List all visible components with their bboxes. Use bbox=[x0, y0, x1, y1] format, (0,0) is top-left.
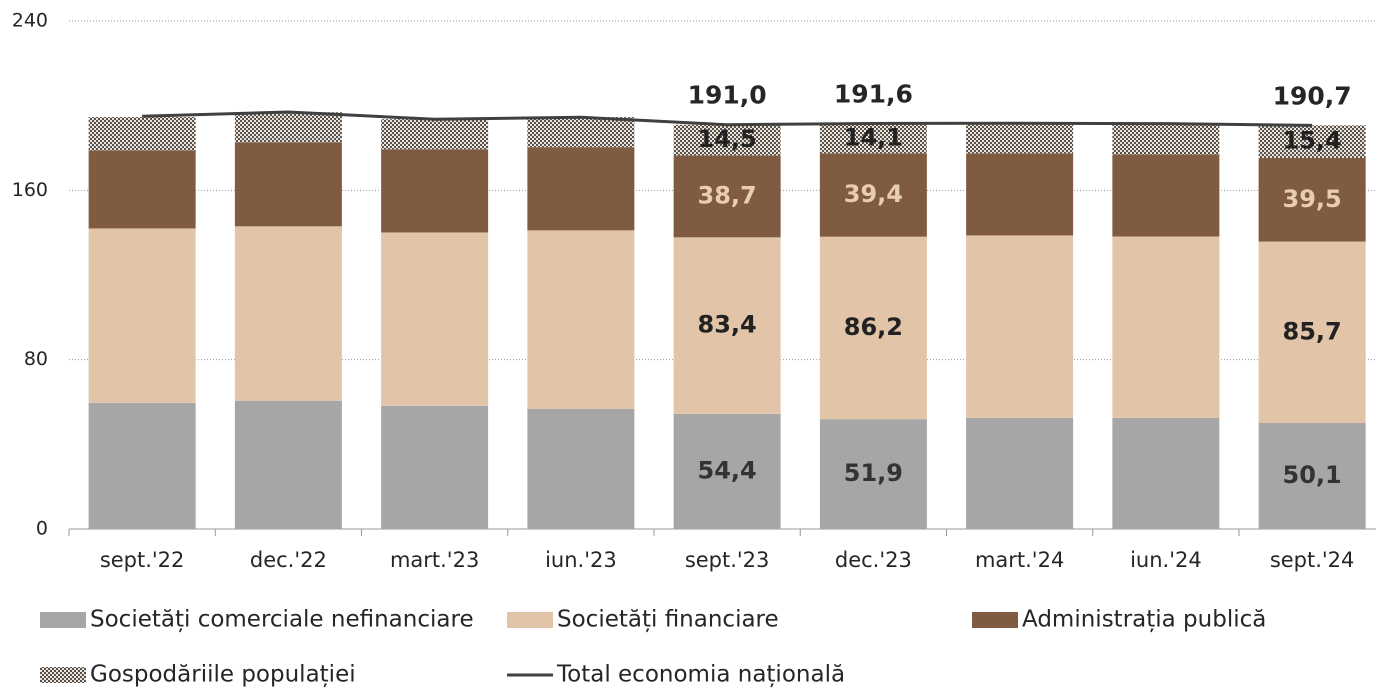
value-label: 14,5 bbox=[698, 125, 757, 153]
total-line bbox=[142, 110, 1313, 127]
value-label: 14,1 bbox=[844, 123, 903, 151]
value-label: 39,4 bbox=[844, 180, 903, 208]
bar-segment bbox=[673, 237, 781, 414]
bar-segment bbox=[234, 112, 342, 143]
x-tick-label: iun.'24 bbox=[1130, 548, 1202, 572]
bar-segment bbox=[88, 150, 196, 229]
bar-segment bbox=[381, 119, 489, 150]
bar-segment bbox=[1112, 154, 1220, 237]
y-tick-label: 0 bbox=[36, 518, 48, 540]
value-label: 15,4 bbox=[1283, 127, 1342, 155]
bar-segment bbox=[1258, 157, 1366, 242]
legend-label: Administrația publică bbox=[1022, 607, 1266, 633]
value-label: 38,7 bbox=[698, 181, 757, 209]
bar-segment bbox=[88, 402, 196, 529]
x-tick-label: sept.'22 bbox=[100, 548, 185, 572]
bar-segment bbox=[966, 235, 1074, 418]
bar-segment bbox=[527, 230, 635, 409]
bar-segment bbox=[234, 142, 342, 227]
total-label: 191,0 bbox=[688, 81, 767, 110]
bar-segment bbox=[527, 408, 635, 529]
total-label: 191,6 bbox=[834, 79, 913, 108]
x-tick-label: mart.'23 bbox=[390, 548, 479, 572]
x-tick-label: dec.'22 bbox=[250, 548, 327, 572]
value-label: 83,4 bbox=[698, 311, 757, 339]
value-label: 51,9 bbox=[844, 459, 903, 487]
bar-segment bbox=[819, 123, 927, 154]
bar-segment bbox=[1112, 417, 1220, 529]
bar-segment bbox=[819, 153, 927, 237]
bar-segment bbox=[673, 413, 781, 529]
bar-segment bbox=[88, 117, 196, 151]
bar-segment bbox=[673, 155, 781, 238]
bar-segment bbox=[1258, 241, 1366, 423]
y-tick-label: 160 bbox=[12, 179, 48, 201]
bar-segment bbox=[527, 147, 635, 231]
bar-segment bbox=[1258, 125, 1366, 158]
bar-segment bbox=[381, 405, 489, 529]
value-label: 50,1 bbox=[1283, 461, 1342, 489]
y-tick-label: 240 bbox=[12, 10, 48, 32]
value-label: 54,4 bbox=[698, 456, 757, 484]
bar-segment bbox=[381, 149, 489, 233]
legend-swatch bbox=[972, 612, 1018, 628]
x-tick-label: iun.'23 bbox=[545, 548, 617, 572]
bar-segment bbox=[527, 117, 635, 148]
legend-label: Gospodăriile populației bbox=[90, 662, 356, 688]
legend-label: Total economia națională bbox=[556, 662, 845, 688]
bar-segment bbox=[819, 419, 927, 529]
bar-segment bbox=[966, 123, 1074, 154]
bar-segment bbox=[1112, 236, 1220, 418]
legend-swatch bbox=[507, 612, 553, 628]
x-tick-label: dec.'23 bbox=[835, 548, 912, 572]
bar-segment bbox=[966, 153, 1074, 236]
bar-segment bbox=[88, 228, 196, 403]
x-tick-label: sept.'24 bbox=[1270, 548, 1355, 572]
value-label: 86,2 bbox=[844, 313, 903, 341]
bar-segment bbox=[673, 124, 781, 156]
bar-segment bbox=[1258, 422, 1366, 529]
bar-segment bbox=[966, 417, 1074, 529]
bar-segment bbox=[234, 400, 342, 529]
total-label: 190,7 bbox=[1273, 81, 1352, 110]
bar-segment bbox=[819, 236, 927, 420]
legend-label: Societăți financiare bbox=[557, 607, 779, 633]
legend-swatch bbox=[40, 612, 86, 628]
bar-segment bbox=[234, 226, 342, 401]
bar-segment bbox=[381, 232, 489, 406]
legend-swatch bbox=[40, 667, 86, 683]
y-tick-label: 80 bbox=[24, 348, 48, 370]
x-tick-label: mart.'24 bbox=[975, 548, 1064, 572]
x-tick-label: sept.'23 bbox=[685, 548, 770, 572]
legend-label: Societăți comerciale nefinanciare bbox=[90, 607, 474, 633]
value-label: 85,7 bbox=[1283, 317, 1342, 345]
value-label: 39,5 bbox=[1283, 185, 1342, 213]
bar-segment bbox=[1112, 123, 1220, 155]
